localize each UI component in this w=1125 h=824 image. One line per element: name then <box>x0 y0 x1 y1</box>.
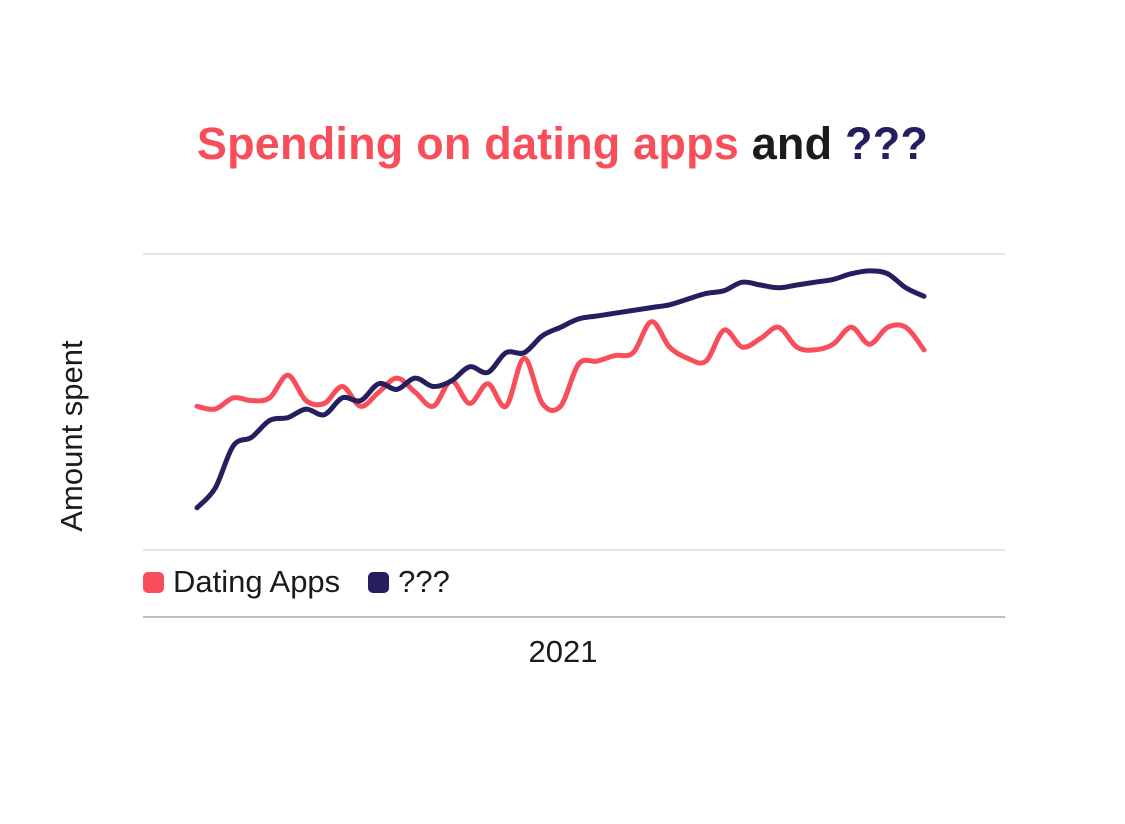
series-line-mystery <box>194 268 927 511</box>
series-layer <box>194 268 927 511</box>
y-axis-label: Amount spent <box>54 340 89 532</box>
legend-item-dating-apps: Dating Apps <box>143 564 340 600</box>
legend-swatch-mystery <box>368 571 390 593</box>
legend-label-mystery: ??? <box>398 564 450 599</box>
legend-item-mystery: ??? <box>368 564 450 600</box>
chart-title: Spending on dating apps and ??? <box>0 118 1125 170</box>
legend: Dating Apps ??? <box>143 564 478 600</box>
chart-title-part-1: Spending on dating apps <box>196 118 739 169</box>
legend-label-dating-apps: Dating Apps <box>173 564 341 599</box>
chart-title-part-3: ??? <box>845 118 929 169</box>
x-tick-label-2021: 2021 <box>528 634 598 669</box>
series-line-dating-apps <box>194 319 927 413</box>
legend-swatch-dating-apps <box>143 571 164 593</box>
chart-title-part-2: and <box>751 118 833 169</box>
